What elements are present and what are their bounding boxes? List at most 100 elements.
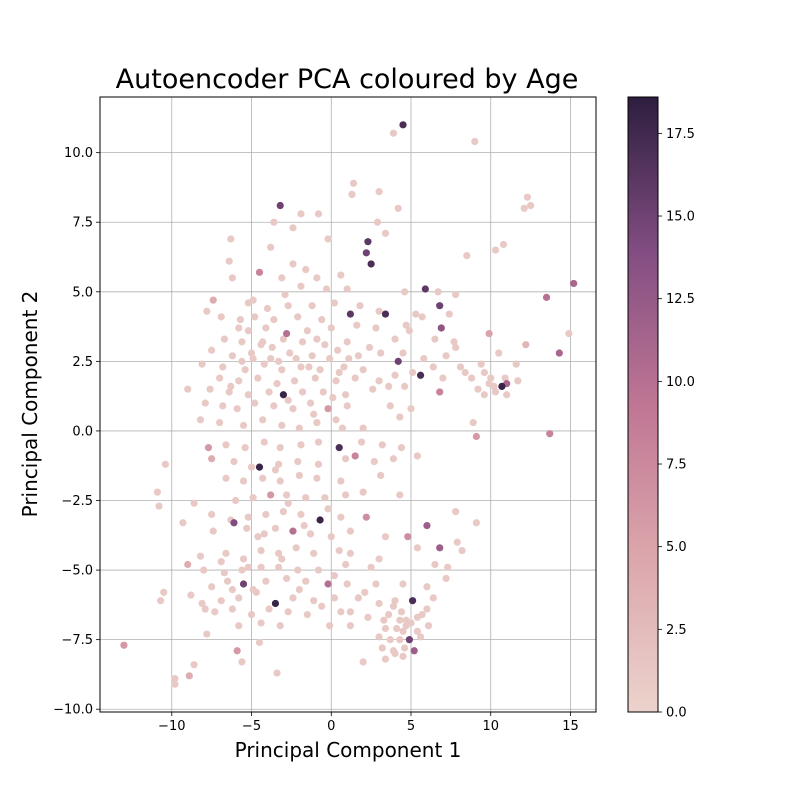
data-point (203, 630, 211, 638)
data-point (346, 549, 354, 557)
data-point (217, 597, 225, 605)
data-point (436, 302, 444, 310)
data-point (401, 288, 409, 296)
data-point (276, 444, 284, 452)
data-point (342, 560, 350, 569)
data-point (294, 313, 302, 321)
data-point (289, 224, 297, 232)
data-point (472, 519, 480, 527)
data-point (257, 619, 265, 627)
data-point (453, 538, 461, 546)
data-point (120, 641, 128, 649)
data-point (335, 444, 343, 452)
data-point (429, 363, 437, 371)
data-point (308, 302, 316, 310)
data-point (297, 210, 305, 218)
data-point (342, 491, 350, 499)
data-point (342, 455, 350, 463)
colorbar-tick-label: 0.0 (666, 706, 687, 721)
data-point (314, 438, 323, 446)
data-point (270, 218, 278, 226)
data-point (391, 597, 399, 605)
data-point (260, 530, 268, 538)
data-point (311, 374, 319, 382)
data-point (228, 605, 236, 613)
data-point (424, 622, 433, 630)
data-point (349, 179, 358, 187)
data-point (423, 583, 431, 591)
data-point (498, 382, 506, 391)
data-point (171, 675, 179, 683)
data-point (359, 488, 367, 496)
data-point (342, 391, 350, 399)
x-tick-label: −5 (242, 719, 261, 734)
data-point (255, 638, 264, 647)
data-point (275, 460, 283, 468)
data-point (276, 201, 284, 210)
data-point (265, 388, 273, 396)
data-point (268, 343, 276, 352)
data-point (271, 524, 280, 532)
data-point (276, 477, 284, 485)
data-point (273, 669, 281, 677)
data-point (404, 533, 412, 541)
data-point (491, 246, 500, 254)
data-point (155, 502, 163, 510)
data-point (375, 188, 383, 196)
data-point (255, 268, 264, 276)
data-point (270, 402, 278, 410)
data-point (236, 316, 244, 324)
data-point (239, 477, 248, 485)
data-point (359, 366, 367, 374)
data-point (284, 396, 292, 404)
data-point (469, 418, 477, 427)
data-point (303, 327, 311, 335)
data-point (208, 583, 216, 591)
data-point (220, 569, 228, 577)
data-point (313, 274, 321, 282)
data-point (474, 385, 482, 393)
data-point (436, 544, 444, 552)
data-point (337, 608, 345, 616)
data-point (289, 260, 297, 268)
data-point (378, 644, 386, 652)
data-point (386, 402, 394, 410)
data-point (235, 377, 243, 385)
data-point (279, 391, 288, 399)
data-point (228, 585, 236, 594)
data-point (179, 519, 187, 527)
data-point (370, 457, 378, 466)
data-point (295, 424, 303, 432)
data-point (313, 335, 321, 343)
data-point (230, 519, 238, 527)
data-point (356, 302, 364, 310)
plot-frame (99, 96, 597, 713)
data-point (523, 193, 532, 201)
y-tick-label: 5.0 (72, 285, 93, 300)
y-tick-label: 7.5 (72, 216, 93, 231)
data-point (410, 647, 418, 655)
data-point (300, 521, 308, 530)
colorbar-ticks: 0.0 2.5 5.0 7.5 10.0 12.5 15.0 17.5 (658, 127, 695, 721)
data-point (247, 463, 256, 471)
data-point (201, 399, 209, 407)
data-point (278, 274, 286, 282)
data-point (377, 349, 385, 357)
data-point (290, 377, 299, 385)
data-point (324, 580, 332, 588)
data-point (211, 608, 219, 616)
data-point (223, 577, 232, 585)
data-point (458, 546, 466, 555)
data-point (353, 321, 361, 329)
data-point (357, 438, 366, 446)
data-point (381, 533, 390, 541)
data-point (222, 474, 230, 482)
data-point (171, 680, 179, 688)
data-point (324, 505, 332, 513)
data-point (233, 647, 241, 655)
data-point (385, 611, 393, 619)
data-point (289, 405, 297, 413)
data-point (375, 307, 383, 315)
data-point (201, 605, 209, 613)
